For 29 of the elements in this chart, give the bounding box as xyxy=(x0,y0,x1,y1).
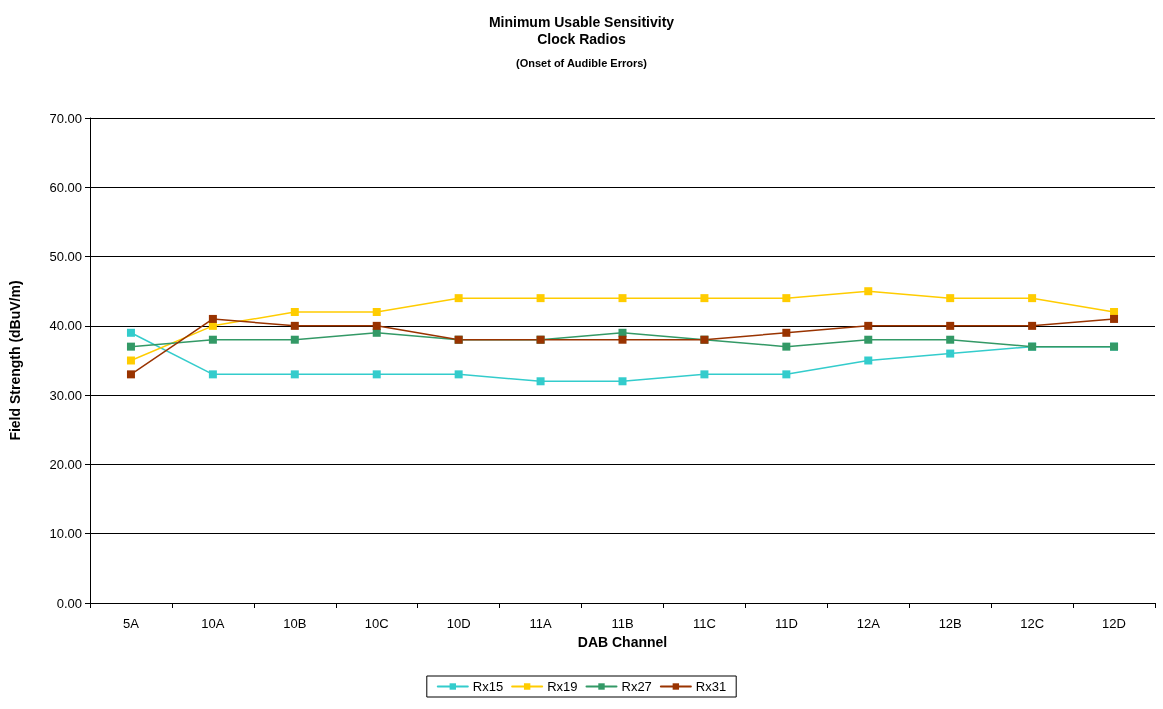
x-axis-title: DAB Channel xyxy=(577,633,668,650)
x-tick-label: 12C xyxy=(1020,616,1045,631)
x-tick-label: 10B xyxy=(283,616,307,631)
x-tick-label: 12A xyxy=(856,616,881,631)
y-tick-label: 70.00 xyxy=(49,110,82,126)
y-tick-label: 20.00 xyxy=(49,456,82,472)
x-tick-label: 11C xyxy=(692,616,716,631)
y-tick-label: 10.00 xyxy=(49,526,82,542)
x-tick-label: 10D xyxy=(446,616,471,631)
x-tick-label: 5A xyxy=(123,616,140,631)
y-tick-label: 50.00 xyxy=(49,249,82,265)
legend-label: Rx31 xyxy=(695,679,727,694)
x-tick-label: 11A xyxy=(529,616,552,631)
x-tick-label: 12B xyxy=(938,616,962,631)
legend-label: Rx15 xyxy=(472,679,504,694)
chart-subtitle: (Onset of Audible Errors) xyxy=(516,56,648,69)
y-tick-label: 60.00 xyxy=(49,179,82,195)
x-tick-label: 11D xyxy=(774,616,798,631)
x-tick-label: 11B xyxy=(611,616,634,631)
y-tick-label: 40.00 xyxy=(49,318,82,334)
x-tick-label: 10A xyxy=(201,616,225,631)
y-tick-label: 30.00 xyxy=(49,387,82,403)
legend-label: Rx27 xyxy=(621,679,652,694)
x-tick-label: 12D xyxy=(1102,616,1126,631)
legend-label: Rx19 xyxy=(547,679,578,694)
y-axis-title: Field Strength (dBuV/m) xyxy=(7,280,23,441)
x-tick-label: 10C xyxy=(364,616,389,631)
y-tick-label: 0.00 xyxy=(56,595,82,611)
chart-title: Minimum Usable Sensitivity Clock Radios xyxy=(488,13,675,47)
